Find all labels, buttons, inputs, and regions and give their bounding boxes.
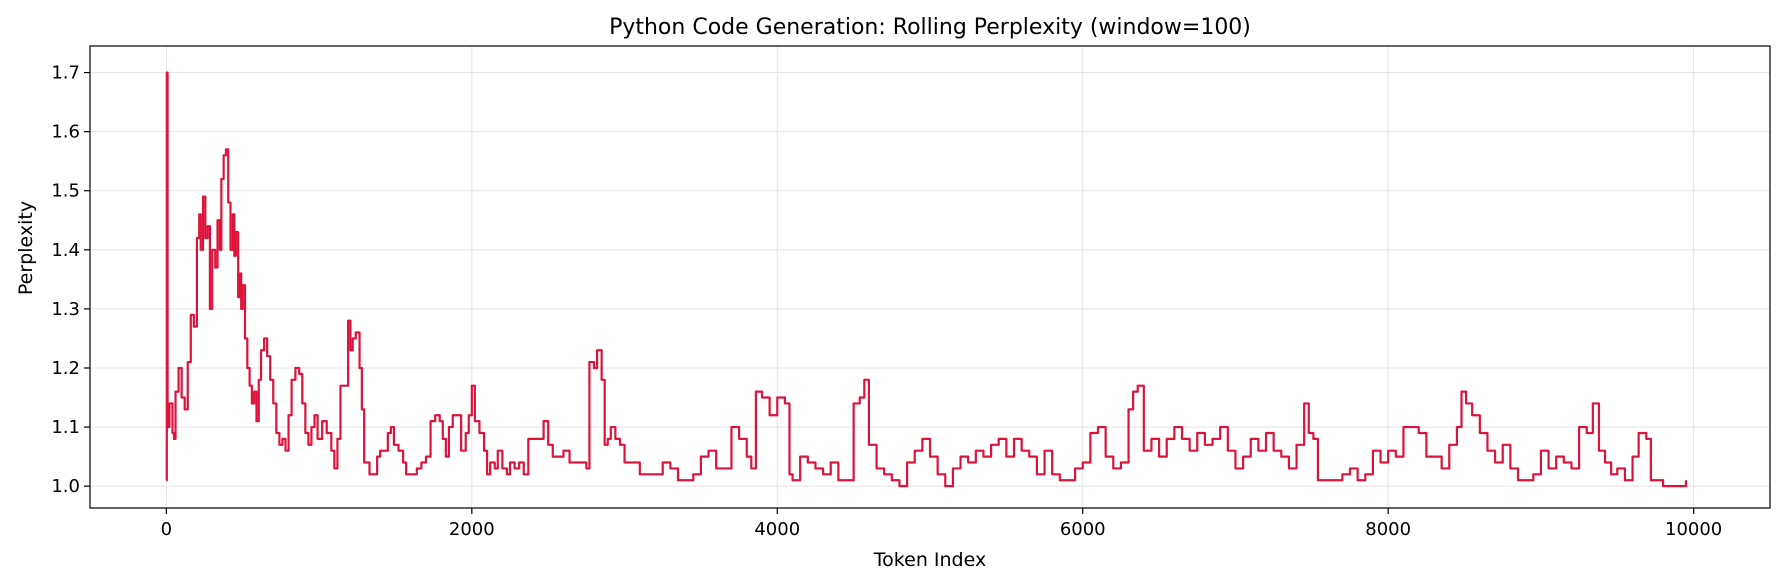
- x-tick-label: 0: [161, 519, 172, 540]
- perplexity-series-line: [165, 71, 1688, 488]
- ticks: 0 2000 4000 6000 8000 10000 1.0 1.1 1.2 1.3 1.4 1.5…: [51, 63, 1722, 540]
- x-tick-label: 2000: [449, 519, 495, 540]
- series-layer: [165, 71, 1688, 488]
- y-tick-label: 1.6: [51, 122, 80, 143]
- grid: [90, 46, 1770, 508]
- y-tick-label: 1.4: [51, 240, 80, 261]
- y-tick-label: 1.0: [51, 476, 80, 497]
- plot-frame: [89, 45, 1771, 509]
- x-tick-label: 8000: [1365, 519, 1411, 540]
- y-axis-title: Perplexity: [15, 201, 37, 295]
- chart-title: Python Code Generation: Rolling Perplexi…: [609, 15, 1251, 40]
- x-tick-label: 4000: [754, 519, 800, 540]
- y-tick-label: 1.5: [51, 181, 80, 202]
- y-tick-label: 1.7: [51, 63, 80, 84]
- y-tick-label: 1.2: [51, 358, 80, 379]
- y-tick-label: 1.3: [51, 299, 80, 320]
- x-axis-title: Token Index: [873, 549, 986, 571]
- x-tick-label: 6000: [1060, 519, 1106, 540]
- y-tick-label: 1.1: [51, 417, 80, 438]
- x-tick-label: 10000: [1665, 519, 1722, 540]
